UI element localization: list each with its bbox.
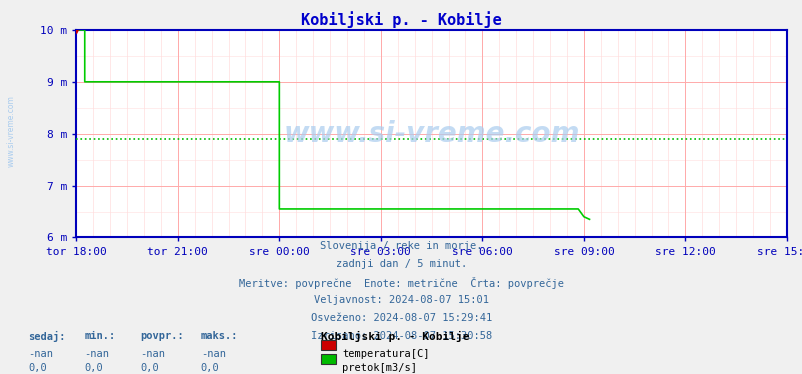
Text: www.si-vreme.com: www.si-vreme.com bbox=[6, 95, 15, 167]
Text: min.:: min.: bbox=[84, 331, 115, 341]
Text: -nan: -nan bbox=[200, 349, 225, 359]
Text: temperatura[C]: temperatura[C] bbox=[342, 349, 429, 359]
Text: Meritve: povprečne  Enote: metrične  Črta: povprečje: Meritve: povprečne Enote: metrične Črta:… bbox=[239, 277, 563, 289]
Text: pretok[m3/s]: pretok[m3/s] bbox=[342, 363, 416, 373]
Text: Izrisano: 2024-08-07 15:30:58: Izrisano: 2024-08-07 15:30:58 bbox=[310, 331, 492, 341]
Text: Veljavnost: 2024-08-07 15:01: Veljavnost: 2024-08-07 15:01 bbox=[314, 295, 488, 305]
Text: Osveženo: 2024-08-07 15:29:41: Osveženo: 2024-08-07 15:29:41 bbox=[310, 313, 492, 323]
Text: 0,0: 0,0 bbox=[140, 363, 159, 373]
Text: zadnji dan / 5 minut.: zadnji dan / 5 minut. bbox=[335, 259, 467, 269]
Text: www.si-vreme.com: www.si-vreme.com bbox=[283, 120, 579, 148]
Text: 0,0: 0,0 bbox=[84, 363, 103, 373]
Text: maks.:: maks.: bbox=[200, 331, 238, 341]
Text: Slovenija / reke in morje.: Slovenija / reke in morje. bbox=[320, 241, 482, 251]
Text: -nan: -nan bbox=[28, 349, 53, 359]
Text: Kobiljski p. - Kobilje: Kobiljski p. - Kobilje bbox=[321, 331, 469, 342]
Text: povpr.:: povpr.: bbox=[140, 331, 184, 341]
Text: -nan: -nan bbox=[84, 349, 109, 359]
Text: sedaj:: sedaj: bbox=[28, 331, 66, 342]
Text: Kobiljski p. - Kobilje: Kobiljski p. - Kobilje bbox=[301, 11, 501, 28]
Text: 0,0: 0,0 bbox=[28, 363, 47, 373]
Text: -nan: -nan bbox=[140, 349, 165, 359]
Text: 0,0: 0,0 bbox=[200, 363, 219, 373]
